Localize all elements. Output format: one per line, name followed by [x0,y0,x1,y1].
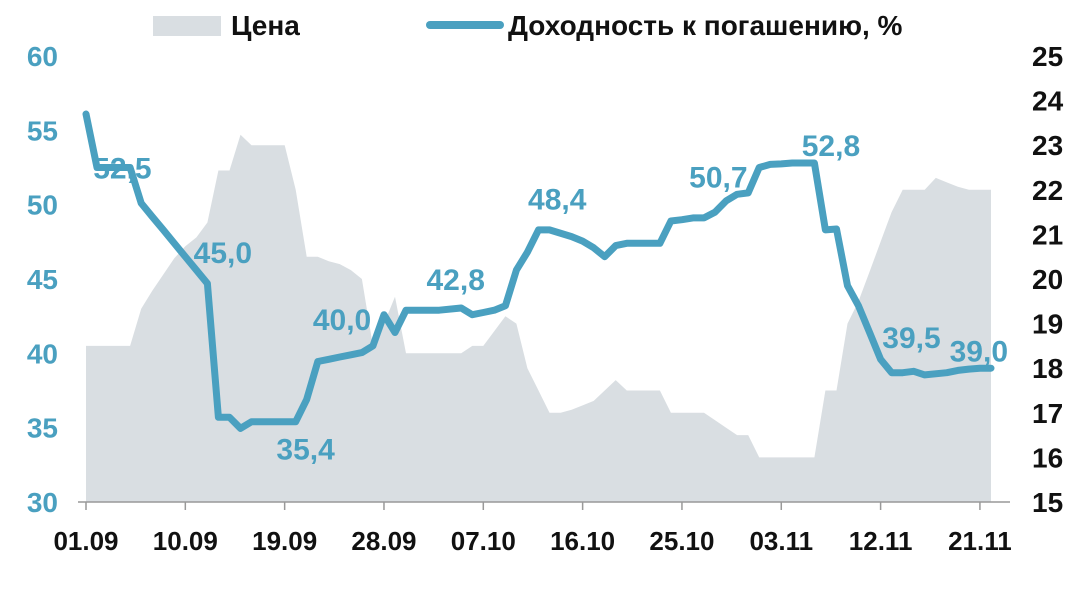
right-axis-tick-label: 17 [1032,398,1063,429]
data-labels: 52,5 45,0 35,4 40,0 42,8 48,4 50,7 52,8 39,5 39,0 [93,130,1008,466]
right-axis-tick-label: 15 [1032,487,1063,518]
data-label: 52,8 [802,130,860,163]
data-label: 40,0 [313,304,371,337]
legend-label-price: Цена [231,10,300,41]
data-label: 35,4 [276,433,335,466]
data-label: 39,5 [882,322,940,355]
yield-line [82,110,995,432]
left-axis-tick-label: 50 [27,190,58,221]
x-axis-tick-label: 25.10 [649,526,714,556]
right-axis-tick-label: 18 [1032,353,1063,384]
x-axis-tick-label: 28.09 [351,526,416,556]
x-axis-tick-label: 21.11 [948,526,1012,556]
right-axis-tick-label: 25 [1032,41,1063,72]
price-area-layer [86,134,991,503]
yield-line-layer [82,110,995,432]
x-axis-tick-label: 07.10 [451,526,516,556]
right-axis-tick-label: 21 [1032,219,1063,250]
left-axis-tick-label: 40 [27,338,58,369]
x-axis-tick-label: 03.11 [749,526,813,556]
data-label: 52,5 [93,153,151,186]
right-axis-tick-label: 19 [1032,309,1063,340]
left-axis-tick-label: 30 [27,487,58,518]
left-axis-tick-label: 45 [27,264,58,295]
tick-labels: 30 35 40 45 50 55 60 15 16 17 18 19 20 21 22 23 24 25 01.0… [27,41,1064,556]
right-axis-tick-label: 20 [1032,264,1063,295]
x-axis-tick-label: 10.09 [153,526,218,556]
legend-label-yield: Доходность к погашению, % [508,10,903,41]
right-axis-tick-label: 23 [1032,130,1063,161]
data-label: 48,4 [528,184,587,217]
price-area [86,134,991,503]
data-label: 39,0 [950,335,1008,368]
left-axis-tick-label: 55 [27,115,58,146]
x-axis-tick-label: 12.11 [849,526,913,556]
left-axis-tick-label: 35 [27,413,58,444]
left-axis-tick-label: 60 [27,41,58,72]
x-axis-tick-label: 19.09 [252,526,317,556]
x-axis-tick-label: 01.09 [53,526,118,556]
right-axis-tick-label: 16 [1032,442,1063,473]
legend-swatch-price [153,16,221,36]
data-label: 42,8 [427,264,485,297]
x-axis-tick-label: 16.10 [550,526,615,556]
data-label: 45,0 [194,237,252,270]
data-label: 50,7 [689,161,747,194]
legend: Цена Доходность к погашению, % [153,10,903,41]
axes [78,501,1010,510]
right-axis-tick-label: 22 [1032,175,1063,206]
right-axis-tick-label: 24 [1032,86,1064,117]
